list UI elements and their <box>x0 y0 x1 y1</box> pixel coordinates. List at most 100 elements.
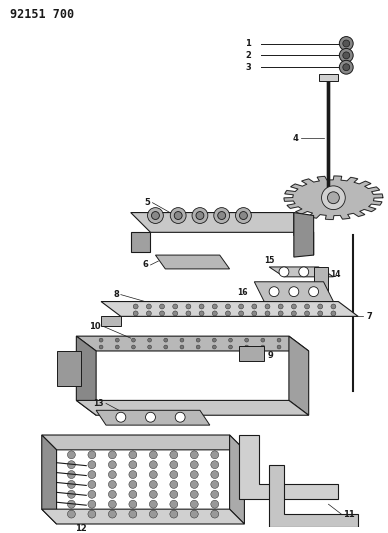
Circle shape <box>186 311 191 316</box>
Circle shape <box>309 287 319 296</box>
Circle shape <box>99 338 103 342</box>
Polygon shape <box>319 74 338 81</box>
Polygon shape <box>76 336 96 415</box>
Polygon shape <box>269 267 333 277</box>
Circle shape <box>170 208 186 223</box>
Polygon shape <box>284 176 383 220</box>
Text: 12: 12 <box>75 524 87 533</box>
Circle shape <box>239 212 248 220</box>
Circle shape <box>68 500 75 508</box>
Circle shape <box>343 64 350 71</box>
Circle shape <box>322 186 345 209</box>
Text: 4: 4 <box>293 134 299 143</box>
Circle shape <box>108 461 116 469</box>
Text: 14: 14 <box>331 270 341 279</box>
Circle shape <box>277 338 281 342</box>
Text: 3: 3 <box>246 63 251 72</box>
Polygon shape <box>156 255 230 269</box>
Polygon shape <box>269 465 358 527</box>
Text: 7: 7 <box>366 312 372 321</box>
Polygon shape <box>57 351 81 385</box>
Circle shape <box>129 480 137 488</box>
Circle shape <box>277 345 281 349</box>
Circle shape <box>191 500 198 508</box>
Polygon shape <box>239 346 264 361</box>
Polygon shape <box>294 213 314 255</box>
Circle shape <box>331 311 336 316</box>
Circle shape <box>68 461 75 469</box>
Circle shape <box>164 338 168 342</box>
Polygon shape <box>101 317 121 326</box>
Circle shape <box>68 451 75 459</box>
Polygon shape <box>96 410 210 425</box>
Circle shape <box>108 510 116 518</box>
Circle shape <box>129 510 137 518</box>
Text: 16: 16 <box>237 288 248 297</box>
Circle shape <box>149 480 157 488</box>
Circle shape <box>278 304 283 309</box>
Circle shape <box>191 490 198 498</box>
Text: 5: 5 <box>145 198 151 207</box>
Circle shape <box>129 451 137 459</box>
Polygon shape <box>42 435 244 450</box>
Circle shape <box>343 40 350 47</box>
Circle shape <box>108 500 116 508</box>
Text: 8: 8 <box>113 290 119 299</box>
Circle shape <box>88 480 96 488</box>
Circle shape <box>129 500 137 508</box>
Circle shape <box>229 345 232 349</box>
Polygon shape <box>239 435 338 499</box>
Circle shape <box>211 500 219 508</box>
Text: 2: 2 <box>246 51 251 60</box>
Circle shape <box>68 480 75 488</box>
Circle shape <box>199 311 204 316</box>
Circle shape <box>108 451 116 459</box>
Text: 13: 13 <box>94 399 104 408</box>
Circle shape <box>116 412 126 422</box>
Circle shape <box>88 490 96 498</box>
Circle shape <box>340 49 353 62</box>
Text: 11: 11 <box>343 510 355 519</box>
Circle shape <box>170 461 178 469</box>
Circle shape <box>149 461 157 469</box>
Circle shape <box>318 311 323 316</box>
Circle shape <box>211 461 219 469</box>
Circle shape <box>343 52 350 59</box>
Circle shape <box>225 304 230 309</box>
Text: 1: 1 <box>246 39 251 48</box>
Circle shape <box>88 461 96 469</box>
Circle shape <box>174 212 182 220</box>
Circle shape <box>211 490 219 498</box>
Text: 10: 10 <box>90 322 101 331</box>
Polygon shape <box>101 302 358 317</box>
Circle shape <box>99 345 103 349</box>
Circle shape <box>211 480 219 488</box>
Text: 6: 6 <box>143 261 149 270</box>
Circle shape <box>146 304 151 309</box>
Circle shape <box>149 500 157 508</box>
Circle shape <box>212 304 217 309</box>
Circle shape <box>170 490 178 498</box>
Circle shape <box>132 345 135 349</box>
Circle shape <box>265 304 270 309</box>
Circle shape <box>129 461 137 469</box>
Circle shape <box>170 480 178 488</box>
Circle shape <box>245 338 249 342</box>
Circle shape <box>146 311 151 316</box>
Circle shape <box>305 311 310 316</box>
Circle shape <box>68 471 75 479</box>
Circle shape <box>211 451 219 459</box>
Circle shape <box>211 471 219 479</box>
Circle shape <box>88 510 96 518</box>
Circle shape <box>191 461 198 469</box>
Circle shape <box>88 500 96 508</box>
Circle shape <box>133 304 138 309</box>
Circle shape <box>211 510 219 518</box>
Circle shape <box>170 510 178 518</box>
Circle shape <box>245 345 249 349</box>
Circle shape <box>192 208 208 223</box>
Circle shape <box>279 267 289 277</box>
Circle shape <box>108 480 116 488</box>
Circle shape <box>129 471 137 479</box>
Circle shape <box>68 510 75 518</box>
